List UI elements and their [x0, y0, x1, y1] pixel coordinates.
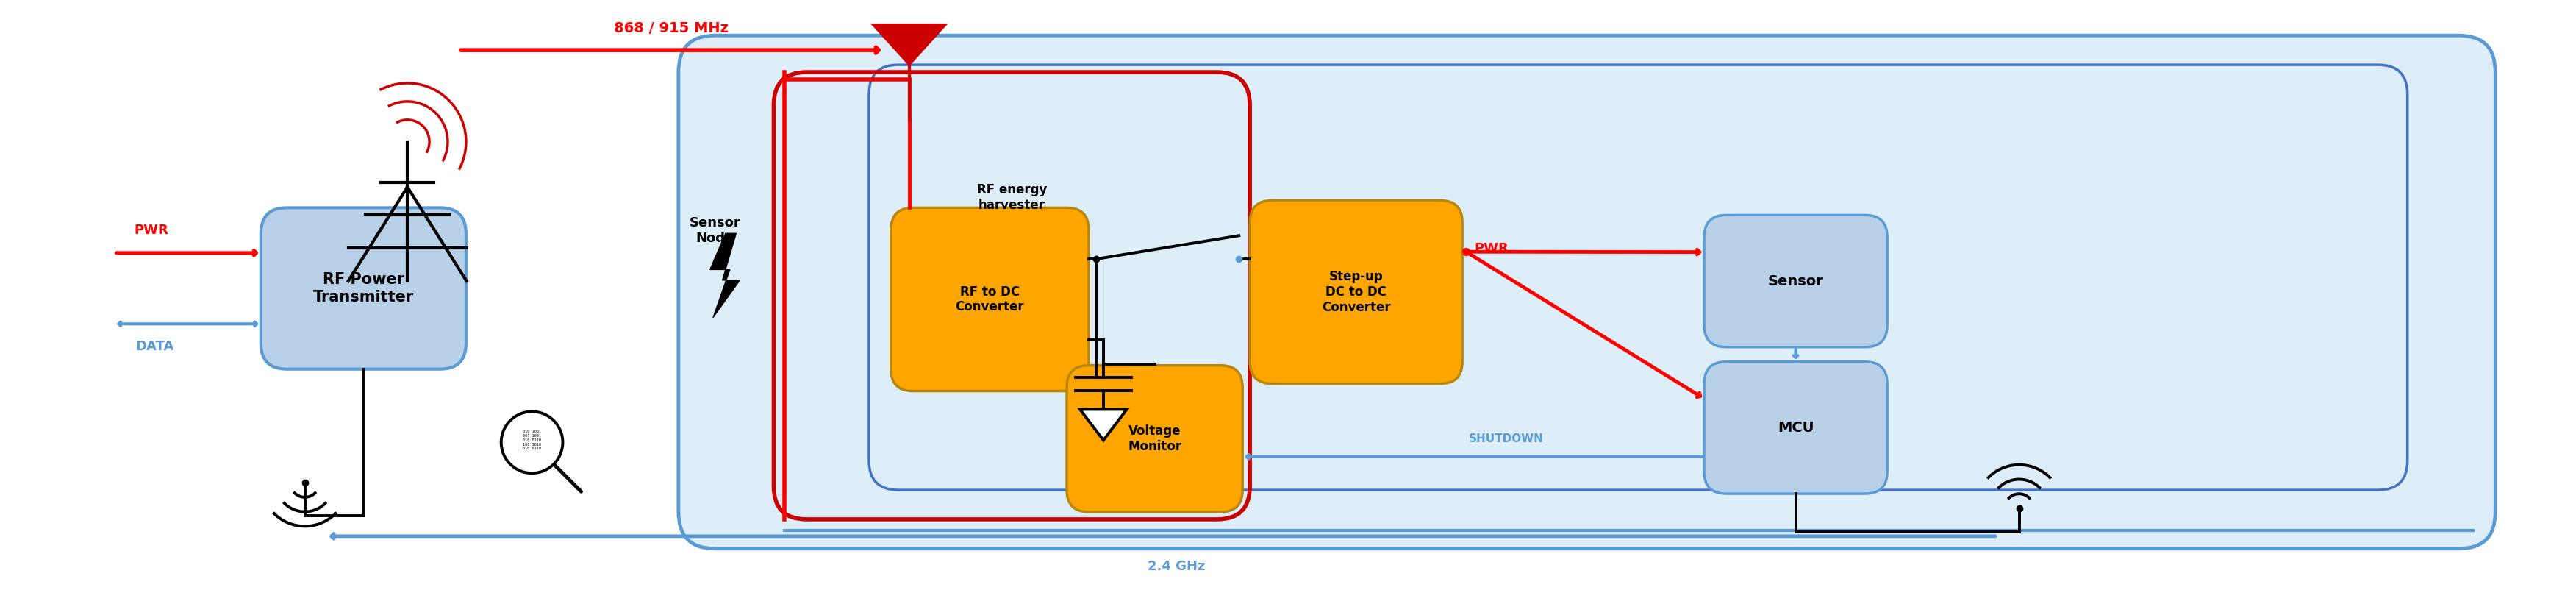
Polygon shape — [873, 24, 945, 65]
Text: Sensor: Sensor — [1767, 274, 1824, 288]
Text: RF Power
Transmitter: RF Power Transmitter — [314, 273, 415, 304]
Text: DATA: DATA — [137, 340, 175, 353]
Circle shape — [502, 412, 562, 473]
FancyBboxPatch shape — [1705, 362, 1888, 494]
Text: SHUTDOWN: SHUTDOWN — [1468, 433, 1543, 444]
FancyBboxPatch shape — [1705, 215, 1888, 347]
FancyBboxPatch shape — [891, 208, 1090, 391]
FancyBboxPatch shape — [677, 35, 2496, 549]
Text: PWR: PWR — [1473, 242, 1510, 255]
Text: PWR: PWR — [134, 224, 167, 237]
Polygon shape — [1079, 409, 1126, 440]
Text: 2.4 GHz: 2.4 GHz — [1149, 559, 1206, 573]
Text: 868 / 915 MHz: 868 / 915 MHz — [613, 21, 729, 35]
Text: 010 1001
001 1001
010 0110
100 1010
010 0110: 010 1001 001 1001 010 0110 100 1010 010 … — [523, 430, 541, 451]
Text: Step-up
DC to DC
Converter: Step-up DC to DC Converter — [1321, 270, 1391, 314]
Text: MCU: MCU — [1777, 421, 1814, 435]
Text: Sensor
Node: Sensor Node — [690, 216, 742, 245]
FancyBboxPatch shape — [868, 65, 2409, 490]
FancyBboxPatch shape — [1249, 201, 1463, 384]
FancyBboxPatch shape — [260, 208, 466, 369]
Text: Voltage
Monitor: Voltage Monitor — [1128, 424, 1182, 453]
Text: RF energy
harvester: RF energy harvester — [976, 183, 1046, 212]
FancyBboxPatch shape — [1066, 365, 1242, 512]
Text: RF to DC
Converter: RF to DC Converter — [956, 285, 1025, 314]
Polygon shape — [711, 234, 739, 317]
